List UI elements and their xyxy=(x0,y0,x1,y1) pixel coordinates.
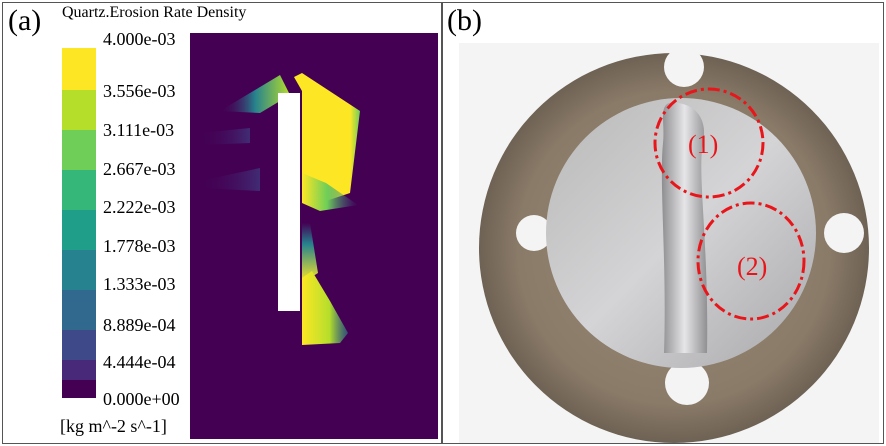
marker-1-circle xyxy=(653,87,765,199)
colorbar-band xyxy=(62,380,96,398)
panel-b-label: (b) xyxy=(447,4,482,37)
colorbar-tick: 2.222e-03 xyxy=(103,197,176,217)
marker-2-label: (2) xyxy=(737,252,767,281)
colorbar-tick: 8.889e-04 xyxy=(103,315,176,335)
erosion-contour-plot xyxy=(190,33,438,439)
erosion-fade-upper xyxy=(302,173,358,211)
faint-jet xyxy=(200,168,260,191)
erosion-hotspot-upper xyxy=(294,73,360,201)
colorbar-band xyxy=(62,170,96,210)
colorbar-band xyxy=(62,48,96,90)
blade-insert xyxy=(278,93,300,311)
colorbar-band xyxy=(62,130,96,170)
marker-2-circle xyxy=(696,201,806,321)
panel-divider xyxy=(441,2,443,444)
colorbar-band xyxy=(62,90,96,130)
colorbar-band xyxy=(62,330,96,360)
colorbar-tick: 3.556e-03 xyxy=(103,81,176,101)
colorbar-tick: 3.111e-03 xyxy=(103,120,175,140)
colorbar-units: [kg m^-2 s^-1] xyxy=(60,416,167,436)
erosion-groove xyxy=(661,102,708,353)
flange-hole xyxy=(664,47,704,87)
colorbar-tick: 1.778e-03 xyxy=(103,236,176,256)
colorbar-tick: 4.000e-03 xyxy=(103,29,176,49)
faint-jet xyxy=(200,128,250,145)
colorbar-title: Quartz.Erosion Rate Density xyxy=(62,4,247,21)
inlet-jet-top xyxy=(220,75,290,113)
colorbar xyxy=(62,48,96,398)
flange-hole xyxy=(516,215,552,251)
colorbar-tick: 1.333e-03 xyxy=(103,274,176,294)
panel-a-label: (a) xyxy=(8,4,42,37)
flange-hole xyxy=(824,213,864,253)
colorbar-band xyxy=(62,290,96,330)
eroded-part-photo: (1) (2) xyxy=(459,43,879,443)
colorbar-band xyxy=(62,250,96,290)
flange-hole xyxy=(665,361,709,405)
colorbar-band xyxy=(62,210,96,250)
colorbar-tick: 0.000e+00 xyxy=(103,389,180,409)
colorbar-band xyxy=(62,360,96,380)
erosion-hotspot-lower xyxy=(302,271,348,345)
colorbar-tick: 2.667e-03 xyxy=(103,159,176,179)
colorbar-tick: 4.444e-04 xyxy=(103,352,176,372)
marker-1-label: (1) xyxy=(688,130,718,159)
erosion-lower-band xyxy=(302,223,318,283)
